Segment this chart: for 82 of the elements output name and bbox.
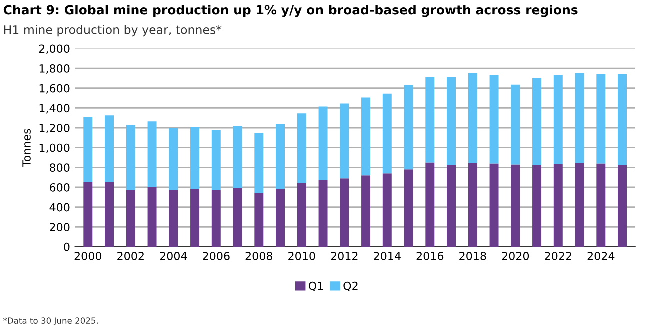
x-tick-label: 2008	[246, 252, 273, 260]
bar	[169, 190, 178, 247]
bar	[426, 76, 435, 163]
bar	[426, 162, 435, 247]
y-tick-label: 1,000	[40, 144, 70, 154]
bar	[297, 183, 306, 247]
bar	[169, 128, 178, 190]
bar	[596, 74, 606, 164]
bar	[254, 193, 264, 247]
x-tick-label: 2010	[288, 252, 316, 260]
x-tick-label: 2022	[545, 252, 572, 260]
bar	[276, 188, 286, 247]
y-tick-label: 600	[50, 183, 70, 192]
bar	[554, 74, 563, 164]
bar	[362, 98, 371, 176]
bar	[618, 165, 628, 247]
bar	[618, 74, 628, 166]
bar	[148, 122, 157, 188]
x-tick-label: 2002	[118, 252, 144, 260]
bar	[148, 187, 157, 247]
y-tick-label: 1,600	[40, 84, 70, 94]
bar	[404, 170, 414, 247]
chart-subtitle: H1 mine production by year, tonnes*	[4, 25, 222, 37]
bar	[362, 176, 371, 247]
x-tick-label: 2020	[502, 252, 530, 260]
bar	[105, 116, 114, 182]
bar	[511, 84, 520, 165]
bar	[575, 74, 584, 164]
bar	[447, 76, 456, 166]
bar	[318, 106, 328, 180]
bar	[532, 165, 542, 247]
y-tick-label: 1,200	[40, 124, 70, 134]
bar	[190, 189, 200, 247]
x-tick-label: 2000	[74, 252, 102, 260]
bar	[596, 164, 606, 247]
bar	[575, 163, 584, 247]
bar	[126, 126, 136, 190]
bar	[212, 190, 221, 247]
bar	[490, 164, 499, 247]
bar	[233, 126, 242, 188]
bar	[468, 73, 478, 164]
bar	[84, 182, 93, 247]
bar	[276, 124, 286, 189]
bar	[297, 114, 306, 184]
bar	[254, 133, 264, 194]
bar	[490, 75, 499, 164]
x-tick-label: 2006	[203, 252, 230, 260]
legend-label: Q1	[308, 282, 324, 292]
y-tick-label: 0	[64, 242, 70, 252]
y-tick-label: 800	[50, 164, 70, 172]
x-tick-label: 2018	[460, 252, 486, 260]
y-tick-label: 1,400	[40, 104, 70, 114]
bar	[105, 182, 114, 247]
y-tick-label: 400	[50, 203, 70, 212]
bar	[84, 117, 93, 183]
y-axis-title: Tonnes	[22, 129, 31, 168]
bar	[382, 174, 392, 247]
y-tick-label: 2,000	[39, 44, 70, 54]
legend-label: Q2	[344, 282, 358, 292]
bar	[212, 130, 221, 190]
chart-title: Chart 9: Global mine production up 1% y/y on broad-based growth across regions	[4, 5, 578, 18]
bar	[190, 128, 200, 190]
bar	[468, 163, 478, 247]
bar	[554, 164, 563, 247]
bar	[340, 104, 350, 179]
bar	[404, 85, 414, 170]
bar	[447, 165, 456, 247]
bar	[318, 180, 328, 247]
bar	[511, 164, 520, 247]
y-tick-label: 200	[50, 223, 70, 232]
bar	[233, 188, 242, 247]
x-tick-label: 2014	[374, 252, 401, 260]
bar	[532, 78, 542, 166]
x-tick-label: 2012	[331, 252, 358, 260]
text: *Data to 30 June 2025.	[4, 318, 98, 326]
x-tick-label: 2004	[160, 252, 188, 260]
y-tick-label: 1,800	[40, 64, 70, 74]
bar	[340, 178, 350, 247]
bar	[382, 94, 392, 174]
x-tick-label: 2016	[416, 252, 444, 260]
bar	[126, 190, 136, 247]
x-tick-label: 2024	[588, 252, 615, 260]
